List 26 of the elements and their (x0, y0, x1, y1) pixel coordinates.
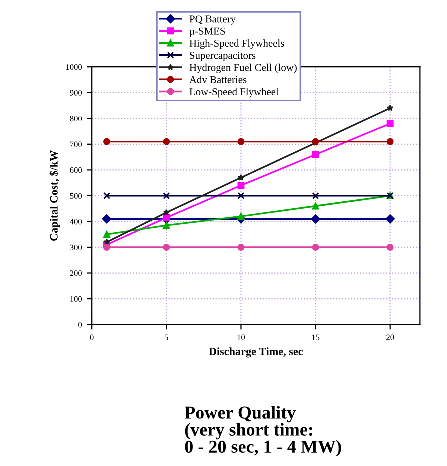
x-tick-label: 0 (90, 334, 94, 340)
legend-label: μ-SMES (190, 28, 226, 37)
text: Power Quality (very short time: 0 - 20 sec, 1 - 4 MW) (184, 406, 342, 457)
y-tick-label: 400 (70, 219, 82, 225)
legend-label: PQ Battery (190, 16, 236, 25)
y-tick-label: 1000 (66, 64, 82, 70)
x-tick-label: 10 (238, 334, 246, 340)
x-tick-label: 5 (165, 334, 168, 340)
legend-label: Hydrogen Fuel Cell (low) (190, 64, 297, 74)
legend-label: Adv Batteries (190, 76, 247, 84)
y-tick-label: 500 (70, 193, 82, 199)
legend-label: High-Speed Flywheels (190, 40, 284, 50)
y-tick-label: 600 (70, 168, 82, 174)
y-axis-title: Capital Cost, $/kW (50, 150, 60, 241)
y-tick-label: 700 (70, 142, 82, 148)
legend-label: Supercapacitors (190, 52, 256, 62)
x-tick-label: 20 (386, 334, 394, 340)
x-axis-title: Discharge Time, sec (209, 348, 304, 358)
legend-label: Low-Speed Flywheel (190, 88, 279, 98)
x-tick-label: 15 (312, 334, 320, 340)
y-tick-label: 900 (70, 90, 82, 96)
y-tick-label: 0 (78, 322, 82, 328)
y-tick-label: 800 (70, 116, 82, 122)
y-tick-label: 200 (70, 270, 82, 276)
y-tick-label: 300 (70, 244, 82, 250)
y-tick-label: 100 (70, 296, 82, 302)
